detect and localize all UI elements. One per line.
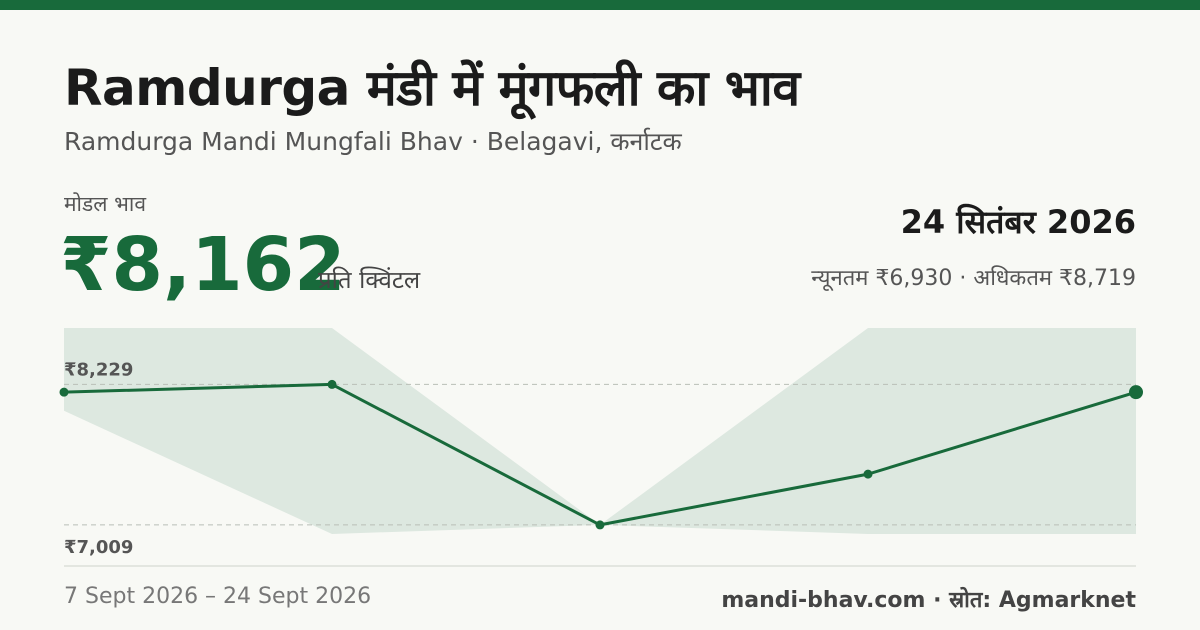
price-unit: प्रति क्विंटल <box>318 266 421 294</box>
top-accent-bar <box>0 0 1200 10</box>
data-point <box>59 387 69 397</box>
y-tick-label: ₹8,229 <box>64 359 133 380</box>
min-max-price: न्यूनतम ₹6,930 · अधिकतम ₹8,719 <box>811 266 1136 291</box>
price-range-band <box>64 328 1136 534</box>
y-tick-label: ₹7,009 <box>64 537 133 558</box>
date-range: 7 Sept 2026 – 24 Sept 2026 <box>64 584 372 609</box>
page-subtitle: Ramdurga Mandi Mungfali Bhav · Belagavi,… <box>64 127 682 156</box>
footer-divider <box>64 565 1136 567</box>
modal-price-value: ₹8,162 <box>60 222 346 308</box>
modal-price-label: मोडल भाव <box>64 192 147 216</box>
latest-data-point <box>1129 385 1143 400</box>
data-point <box>863 469 873 479</box>
page-title: Ramdurga मंडी में मूंगफली का भाव <box>64 59 800 117</box>
report-date: 24 सितंबर 2026 <box>900 203 1136 241</box>
data-point <box>327 379 337 389</box>
source-credit: mandi-bhav.com · स्रोत: Agmarknet <box>721 588 1136 613</box>
data-point <box>595 520 605 530</box>
